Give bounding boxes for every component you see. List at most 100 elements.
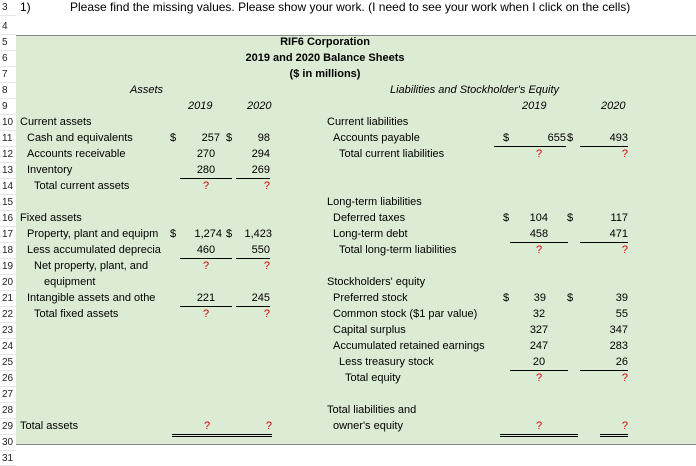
- label-accounts-payable[interactable]: Accounts payable: [333, 132, 420, 144]
- cell-tltl-2019[interactable]: ?: [535, 244, 543, 256]
- label-current-liabilities[interactable]: Current liabilities: [327, 116, 409, 128]
- cell-deftax-2020[interactable]: 117: [610, 212, 628, 224]
- row-header-8[interactable]: 8: [0, 83, 16, 99]
- cell-te-2019[interactable]: ?: [535, 372, 543, 384]
- cell-pref-2020[interactable]: 39: [615, 292, 628, 304]
- row-header-7[interactable]: 7: [0, 67, 16, 83]
- label-current-assets[interactable]: Current assets: [20, 116, 92, 128]
- label-accum-depreciation[interactable]: Less accumulated deprecia: [27, 244, 161, 256]
- row-header-28[interactable]: 28: [0, 403, 16, 419]
- row-header-27[interactable]: 27: [0, 387, 16, 403]
- cell-common-2019[interactable]: 32: [532, 308, 546, 320]
- row-header-16[interactable]: 16: [0, 211, 16, 227]
- cell-surplus-2019[interactable]: 327: [529, 324, 549, 336]
- cell-intangible-2019[interactable]: 221: [180, 291, 232, 307]
- cell-treasury-2019[interactable]: 20: [510, 355, 568, 371]
- row-header-14[interactable]: 14: [0, 179, 16, 195]
- cell-tcl-2020[interactable]: ?: [621, 148, 628, 160]
- row-header-6[interactable]: 6: [0, 51, 16, 67]
- cell-ltd-2019[interactable]: 458: [510, 227, 568, 243]
- label-intangible[interactable]: Intangible assets and othe: [27, 292, 156, 304]
- instruction-text[interactable]: Please find the missing values. Please s…: [70, 0, 631, 14]
- label-ppe[interactable]: Property, plant and equipm: [27, 228, 159, 240]
- row-header-23[interactable]: 23: [0, 323, 16, 339]
- label-fixed-assets[interactable]: Fixed assets: [20, 212, 82, 224]
- row-header-9[interactable]: 9: [0, 99, 16, 115]
- row-header-15[interactable]: 15: [0, 195, 16, 211]
- cell-inventory-2020[interactable]: 269: [236, 163, 270, 179]
- cell-cash-2019[interactable]: 257: [201, 132, 220, 144]
- report-title[interactable]: 2019 and 2020 Balance Sheets: [245, 52, 405, 64]
- units-title[interactable]: ($ in millions): [289, 68, 361, 80]
- cell-cash-2020[interactable]: 98: [257, 132, 270, 144]
- row-header-13[interactable]: 13: [0, 163, 16, 179]
- cell-ar-2019[interactable]: 270: [196, 148, 216, 160]
- row-header-21[interactable]: 21: [0, 291, 16, 307]
- cell-ppe-2020[interactable]: 1,423: [244, 228, 272, 240]
- row-header-29[interactable]: 29: [0, 419, 16, 435]
- cell-retained-2019[interactable]: 247: [529, 340, 549, 352]
- liabilities-header[interactable]: Liabilities and Stockholder's Equity: [390, 84, 560, 96]
- label-net-ppe[interactable]: Net property, plant, and: [34, 260, 149, 272]
- label-capital-surplus[interactable]: Capital surplus: [333, 324, 406, 336]
- cell-tca-2020[interactable]: ?: [263, 180, 270, 192]
- row-header-25[interactable]: 25: [0, 355, 16, 371]
- cell-ppe-2019[interactable]: 1,274: [194, 228, 222, 240]
- label-treasury-stock[interactable]: Less treasury stock: [339, 356, 434, 368]
- liab-year-2019[interactable]: 2019: [522, 100, 547, 112]
- cell-inventory-2019[interactable]: 280: [180, 163, 232, 179]
- label-total-equity[interactable]: Total equity: [345, 372, 401, 384]
- cell-treasury-2020[interactable]: 26: [580, 355, 628, 371]
- cell-total-assets-2019[interactable]: ?: [172, 419, 242, 437]
- label-total-lt-liabilities[interactable]: Total long-term liabilities: [339, 244, 457, 256]
- row-header-19[interactable]: 19: [0, 259, 16, 275]
- cell-tle-2019[interactable]: ?: [500, 419, 578, 437]
- cell-tltl-2020[interactable]: ?: [621, 244, 628, 256]
- cell-accdep-2019[interactable]: 460: [180, 243, 232, 259]
- row-header-20[interactable]: 20: [0, 275, 16, 291]
- row-header-31[interactable]: 31: [0, 451, 16, 466]
- row-header-18[interactable]: 18: [0, 243, 16, 259]
- row-header-3[interactable]: 3: [0, 0, 16, 16]
- label-inventory[interactable]: Inventory: [27, 164, 73, 176]
- label-long-term-debt[interactable]: Long-term debt: [333, 228, 408, 240]
- cell-ap-2019[interactable]: 655: [494, 131, 566, 147]
- assets-header[interactable]: Assets: [130, 84, 164, 96]
- cell-tfa-2020[interactable]: ?: [263, 308, 270, 320]
- cell-common-2020[interactable]: 55: [615, 308, 628, 320]
- row-header-5[interactable]: 5: [0, 35, 16, 51]
- row-header-24[interactable]: 24: [0, 339, 16, 355]
- cell-total-assets-2020[interactable]: ?: [242, 419, 272, 437]
- row-header-22[interactable]: 22: [0, 307, 16, 323]
- cell-ar-2020[interactable]: 294: [251, 148, 270, 160]
- question-number[interactable]: 1): [20, 0, 31, 14]
- label-preferred-stock[interactable]: Preferred stock: [333, 291, 493, 306]
- cell-deftax-2019[interactable]: 104: [529, 212, 548, 224]
- cell-pref-2019[interactable]: 39: [533, 292, 546, 304]
- assets-year-2020[interactable]: 2020: [247, 100, 272, 112]
- label-stockholders-equity-row[interactable]: Stockholders' equity: [327, 276, 426, 288]
- cell-ltd-2020[interactable]: 471: [580, 227, 628, 243]
- cell-netppe-2020[interactable]: ?: [263, 260, 270, 272]
- label-accounts-receivable[interactable]: Accounts receivable: [27, 148, 126, 160]
- cell-retained-2020[interactable]: 283: [609, 340, 628, 352]
- cell-te-2020[interactable]: ?: [621, 372, 628, 384]
- row-header-26[interactable]: 26: [0, 371, 16, 387]
- label-retained-earnings[interactable]: Accumulated retained earnings: [333, 340, 485, 352]
- label-equipment[interactable]: equipment: [44, 276, 96, 288]
- row-header-11[interactable]: 11: [0, 131, 16, 147]
- row-header-10[interactable]: 10: [0, 115, 16, 131]
- row-header-30[interactable]: 30: [0, 435, 16, 451]
- row-header-12[interactable]: 12: [0, 147, 16, 163]
- label-total-current-liabilities[interactable]: Total current liabilities: [339, 148, 445, 160]
- assets-year-2019[interactable]: 2019: [188, 100, 213, 112]
- company-title[interactable]: RIF6 Corporation: [280, 36, 370, 48]
- label-long-term-liabilities[interactable]: Long-term liabilities: [327, 196, 422, 208]
- cell-netppe-2019[interactable]: ?: [202, 260, 210, 272]
- cell-surplus-2020[interactable]: 347: [609, 324, 628, 336]
- label-common-stock[interactable]: Common stock ($1 par value): [333, 308, 478, 320]
- cell-tle-2020[interactable]: ?: [600, 419, 628, 437]
- cell-accdep-2020[interactable]: 550: [236, 243, 270, 259]
- label-total-liab-equity-1[interactable]: Total liabilities and: [327, 404, 417, 416]
- label-cash[interactable]: Cash and equivalents: [27, 132, 133, 144]
